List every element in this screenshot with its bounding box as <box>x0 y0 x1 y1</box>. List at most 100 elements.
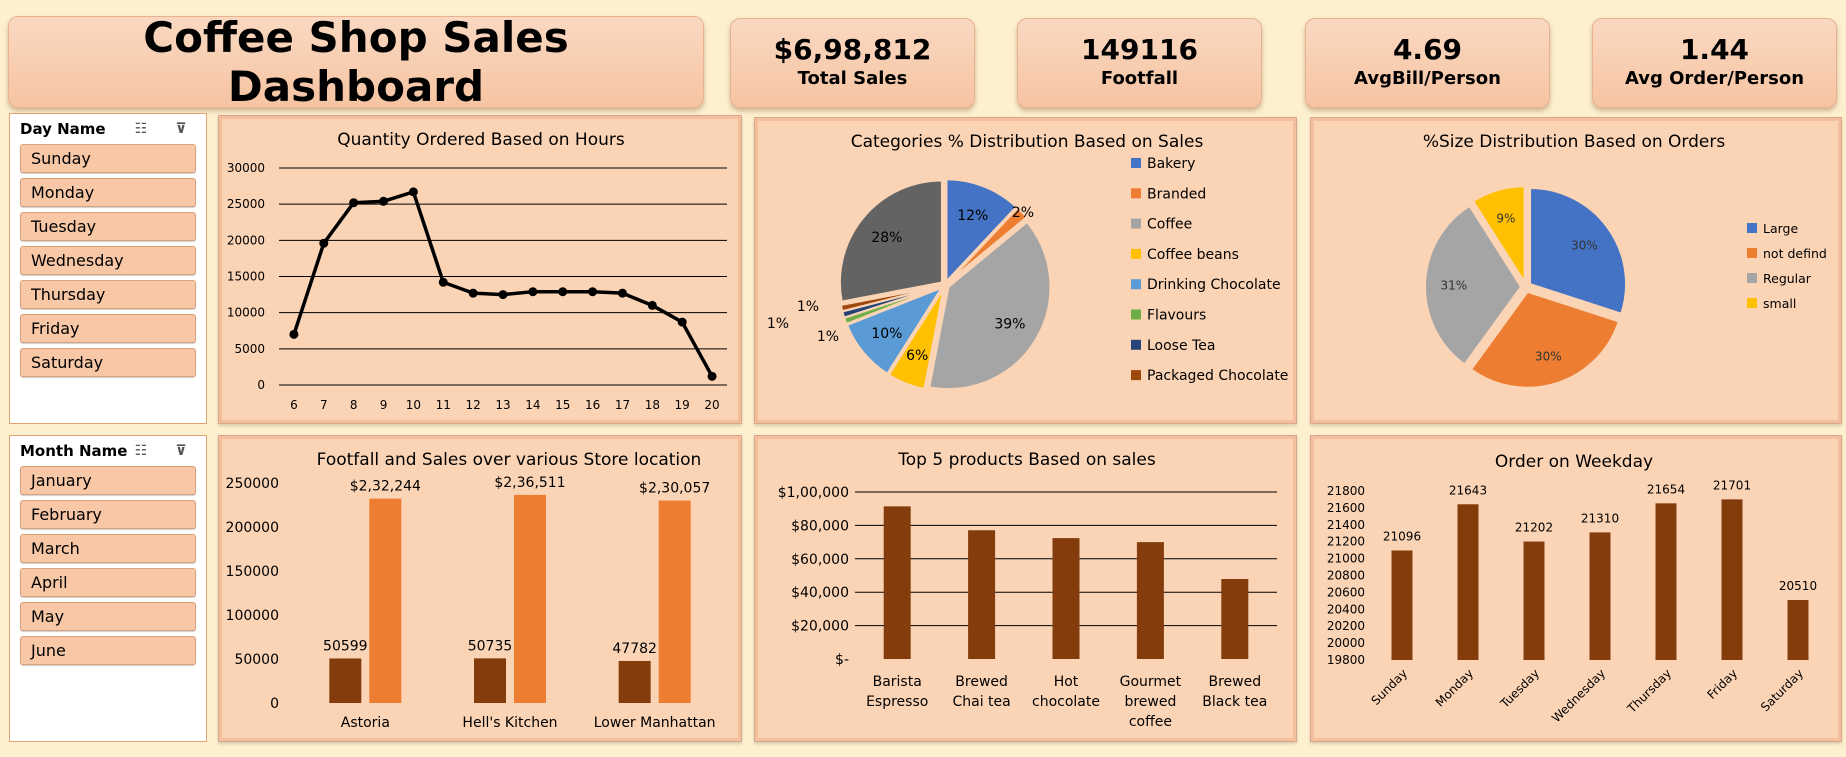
x-tick-label: 10 <box>406 398 421 412</box>
sizes-pie-chart: %Size Distribution Based on Orders 30% 30%… <box>1423 132 1827 389</box>
pie-slice <box>1471 185 1526 286</box>
bar-data-label: 21202 <box>1515 521 1553 535</box>
y-tick-label: 20400 <box>1327 602 1365 616</box>
y-tick-label: 21600 <box>1327 501 1365 515</box>
products-bar-chart: Top 5 products Based on sales $- $20,000 $4… <box>778 450 1277 730</box>
month-slicer-item-april[interactable]: April <box>20 568 196 597</box>
data-point <box>438 277 448 287</box>
chart-title: Top 5 products Based on sales <box>897 450 1156 470</box>
clear-filter-icon[interactable]: ⊽ <box>175 121 187 137</box>
y-tick-label: $20,000 <box>791 619 849 635</box>
y-tick-label: 21800 <box>1327 484 1365 498</box>
multi-select-icon[interactable]: ☷ <box>134 121 148 137</box>
day-slicer-item-saturday[interactable]: Saturday <box>20 348 196 377</box>
month-slicer-item-january[interactable]: January <box>20 466 196 495</box>
weekday-chart-panel: Order on Weekday 19800 20000 20200 20400 2060… <box>1310 435 1842 742</box>
clear-filter-icon[interactable]: ⊽ <box>175 443 187 459</box>
legend-entry: Packaged Chocolate <box>1147 368 1288 384</box>
bar <box>369 498 402 703</box>
data-point <box>707 371 717 381</box>
slice-data-label: 6% <box>906 348 928 364</box>
pie-slice <box>887 288 945 391</box>
bar <box>329 658 362 703</box>
legend-swatch <box>1131 339 1141 350</box>
legend-entry: Loose Tea <box>1147 338 1215 354</box>
x-tick-label: 15 <box>555 398 570 412</box>
kpi-label: Total Sales <box>797 68 908 89</box>
day-slicer-item-tuesday[interactable]: Tuesday <box>20 212 196 241</box>
x-tick-label: 11 <box>436 398 451 412</box>
y-tick-label: 20600 <box>1327 585 1365 599</box>
x-tick-label: 18 <box>645 398 660 412</box>
x-tick-label: Gourmet brewed coffee <box>1120 674 1182 730</box>
day-slicer-item-monday[interactable]: Monday <box>20 178 196 207</box>
pie-slice <box>839 284 942 313</box>
slice-data-label: 1% <box>797 299 819 315</box>
x-tick-label: 13 <box>495 398 510 412</box>
month-slicer-item-february[interactable]: February <box>20 500 196 529</box>
data-point <box>558 287 568 297</box>
chart-title: Order on Weekday <box>1495 452 1653 472</box>
pie-slice <box>945 178 1018 284</box>
y-tick-label: 19800 <box>1327 653 1365 667</box>
month-slicer-item-march[interactable]: March <box>20 534 196 563</box>
legend-entry: Large <box>1763 221 1798 236</box>
multi-select-icon[interactable]: ☷ <box>134 443 148 459</box>
y-tick-label: 250000 <box>226 476 279 492</box>
y-tick-label: 150000 <box>226 564 279 580</box>
x-tick-label: 16 <box>585 398 600 412</box>
bar-data-label: 50735 <box>468 638 513 654</box>
y-tick-label: 21200 <box>1327 535 1365 549</box>
kpi-footfall: 149116 Footfall <box>1017 18 1262 108</box>
month-slicer-item-june[interactable]: June <box>20 636 196 665</box>
kpi-value: 149116 <box>1081 33 1198 66</box>
day-slicer-items: Sunday Monday Tuesday Wednesday Thursday Frid… <box>10 144 206 377</box>
x-tick-label: Lower Manhattan <box>594 715 716 731</box>
x-tick-label: Thursday <box>1624 666 1674 716</box>
legend-swatch <box>1747 298 1757 308</box>
bar <box>1523 541 1545 660</box>
bar-data-label: $2,36,511 <box>494 475 565 491</box>
kpi-label: Avg Order/Person <box>1624 68 1805 89</box>
y-tick-label: 20000 <box>1327 636 1365 650</box>
bar-data-label: 50599 <box>323 638 368 654</box>
kpi-value: 1.44 <box>1679 33 1750 66</box>
bar <box>1221 579 1249 659</box>
bar-data-label: $2,32,244 <box>350 479 421 495</box>
bar <box>1136 542 1164 659</box>
data-point <box>617 288 627 298</box>
legend-swatch <box>1131 370 1141 381</box>
bar-data-label: 47782 <box>612 641 657 657</box>
chart-title: %Size Distribution Based on Orders <box>1423 132 1726 152</box>
y-tick-label: 20000 <box>227 233 265 247</box>
legend-entry: small <box>1763 296 1796 311</box>
x-tick-label: Tuesday <box>1497 666 1542 711</box>
dashboard-title: Coffee Shop Sales Dashboard <box>143 13 569 111</box>
pie-slice <box>845 285 945 376</box>
legend-swatch <box>1131 279 1141 290</box>
bar-data-label: 20510 <box>1779 579 1817 593</box>
day-slicer-item-wednesday[interactable]: Wednesday <box>20 246 196 275</box>
legend-entry: Branded <box>1147 186 1206 202</box>
kpi-label: Footfall <box>1100 68 1179 89</box>
data-point <box>588 287 598 297</box>
day-slicer-item-sunday[interactable]: Sunday <box>20 144 196 173</box>
bar <box>1391 550 1413 660</box>
y-tick-label: 20800 <box>1327 569 1365 583</box>
legend-entry: not defind <box>1763 246 1827 261</box>
day-slicer-item-friday[interactable]: Friday <box>20 314 196 343</box>
legend-swatch <box>1747 273 1757 283</box>
legend-entry: Flavours <box>1147 308 1206 324</box>
bar <box>968 530 996 659</box>
weekday-bar-chart: Order on Weekday 19800 20000 20200 20400 2060… <box>1327 452 1817 725</box>
day-slicer-item-thursday[interactable]: Thursday <box>20 280 196 309</box>
slice-data-label: 12% <box>957 208 988 224</box>
y-tick-label: 21400 <box>1327 518 1365 532</box>
month-slicer-item-may[interactable]: May <box>20 602 196 631</box>
hours-chart-panel: Quantity Ordered Based on Hours 0 5000 1000… <box>218 115 742 424</box>
bar <box>1655 503 1677 660</box>
y-tick-label: 5000 <box>234 342 265 356</box>
data-point <box>349 198 359 208</box>
x-tick-label: Monday <box>1433 666 1476 709</box>
y-tick-label: 100000 <box>226 608 279 624</box>
